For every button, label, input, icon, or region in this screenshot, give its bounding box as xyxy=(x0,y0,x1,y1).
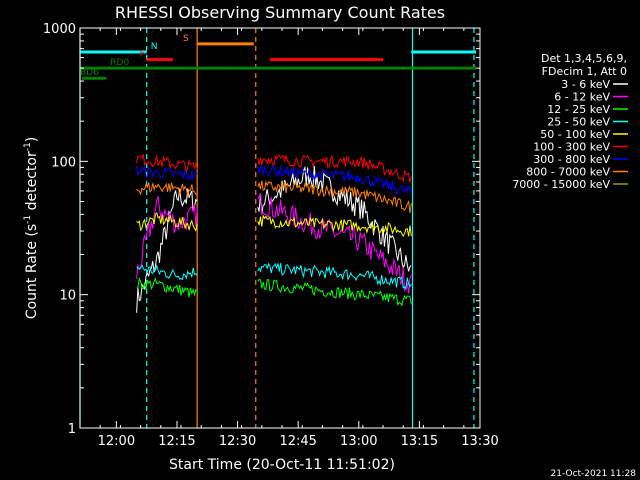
plot-frame xyxy=(79,27,481,429)
series-6-12-kev-s2 xyxy=(257,192,412,294)
y-tick-label: 1 xyxy=(68,422,76,437)
series-50-100-kev-s1 xyxy=(136,211,198,232)
flag-label-n: N xyxy=(151,42,158,52)
series-100-300-kev-s2 xyxy=(257,154,412,183)
series-300-800-kev-s2 xyxy=(257,164,412,196)
x-axis-label: Start Time (20-Oct-11 11:51:02) xyxy=(169,457,395,473)
legend-entry-label: 300 - 800 keV xyxy=(533,153,610,166)
y-axis-label: Count Rate (s-1 detector-1) xyxy=(23,137,40,319)
series-800-7000-kev-s1 xyxy=(136,182,198,197)
series-6-12-kev-s1 xyxy=(136,194,198,280)
y-tick-label: 10 xyxy=(59,289,76,304)
x-tick-label: 12:15 xyxy=(158,434,195,449)
series-25-50-kev-s1 xyxy=(136,264,198,281)
series-12-25-kev-s1 xyxy=(136,276,198,298)
series-12-25-kev-s2 xyxy=(257,278,412,307)
flag-label-s: S xyxy=(183,34,189,44)
legend-entry-label: 50 - 100 keV xyxy=(540,128,610,141)
axes: 12:00 12:15 12:30 12:45 13:00 13:15 13:30 1 10 10… xyxy=(43,22,499,449)
plot-area: NF S RD0 BD6 xyxy=(79,28,476,428)
flag-label-f: F xyxy=(140,50,145,60)
x-tick-label: 12:00 xyxy=(98,434,135,449)
y-tick-label: 100 xyxy=(51,155,76,170)
legend-entry-label: 100 - 300 keV xyxy=(533,141,610,154)
series-800-7000-kev-s2 xyxy=(257,180,412,213)
legend-header-line: Det 1,3,4,5,6,9, xyxy=(541,52,627,65)
legend-entry-label: 7000 - 15000 keV xyxy=(512,178,610,191)
series-25-50-kev-s2 xyxy=(257,262,412,291)
series-50-100-kev-s2 xyxy=(257,214,412,238)
chart-title: RHESSI Observing Summary Count Rates xyxy=(115,3,445,22)
series-3-6-kev-s2 xyxy=(257,165,412,272)
x-tick-label: 13:30 xyxy=(461,434,498,449)
x-tick-label: 13:15 xyxy=(401,434,438,449)
x-tick-label: 13:00 xyxy=(340,434,377,449)
series-300-800-kev-s1 xyxy=(136,166,198,182)
x-tick-label: 12:45 xyxy=(279,434,316,449)
flag-label-rd0: RD0 xyxy=(110,58,129,68)
legend-entry-label: 6 - 12 keV xyxy=(554,91,610,104)
flag-label-bd6: BD6 xyxy=(80,68,99,78)
legend: Det 1,3,4,5,6,9,FDecim 1, Att 03 - 6 keV… xyxy=(512,52,628,191)
generation-timestamp: 21-Oct-2021 11:28 xyxy=(551,469,637,479)
legend-entry-label: 25 - 50 keV xyxy=(547,116,610,129)
legend-entry-label: 3 - 6 keV xyxy=(561,78,610,91)
series-3-6-kev-s1 xyxy=(136,188,198,313)
series-100-300-kev-s1 xyxy=(136,154,198,174)
legend-header-line: FDecim 1, Att 0 xyxy=(542,65,627,78)
legend-entry-label: 12 - 25 keV xyxy=(547,103,610,116)
y-tick-label: 1000 xyxy=(43,22,76,37)
legend-entry-label: 800 - 7000 keV xyxy=(526,166,610,179)
x-tick-label: 12:30 xyxy=(219,434,256,449)
